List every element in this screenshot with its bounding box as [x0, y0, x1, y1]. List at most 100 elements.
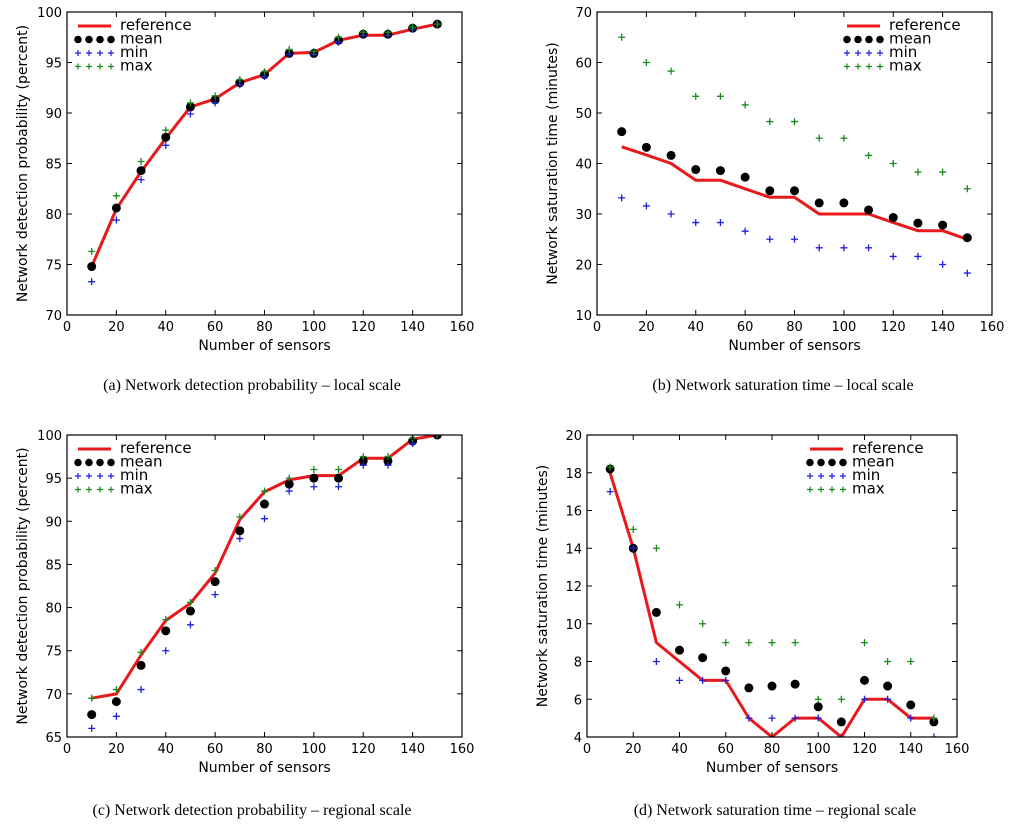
data-point-max [667, 67, 675, 75]
x-tick-label: 120 [351, 742, 376, 757]
data-point-mean [883, 681, 893, 691]
data-point-max [162, 126, 170, 134]
y-tick-label: 40 [575, 158, 592, 173]
data-point-mean [836, 717, 846, 727]
data-point-mean [136, 660, 146, 670]
y-axis-label: Network saturation time (minutes) [545, 42, 561, 284]
x-tick-label: 0 [63, 742, 71, 757]
x-tick-label: 60 [207, 742, 224, 757]
x-tick-label: 20 [108, 320, 125, 335]
legend-label-max: max [120, 480, 153, 498]
legend-swatch-mean [74, 458, 82, 467]
y-axis-label: Network saturation time (minutes) [535, 465, 551, 707]
data-point-mean [87, 262, 97, 272]
y-axis-label: Network detection probability (percent) [15, 447, 31, 724]
y-tick-label: 10 [575, 309, 592, 324]
x-tick-label: 60 [717, 742, 734, 757]
data-point-min [840, 244, 848, 252]
legend-swatch-mean [865, 35, 873, 44]
y-tick-label: 95 [45, 472, 62, 487]
data-point-mean [767, 681, 777, 691]
legend-swatch-max [855, 63, 861, 70]
legend-swatch-min [97, 50, 103, 56]
legend-label-mean: mean [120, 453, 163, 471]
data-point-max [642, 59, 650, 66]
legend-label-reference: reference [852, 439, 924, 457]
x-axis-label: Number of sensors [198, 338, 330, 354]
legend-label-mean: mean [120, 30, 163, 48]
data-point-mean [651, 607, 661, 617]
data-point-max [433, 20, 441, 28]
legend-swatch-mean [806, 458, 814, 467]
data-point-mean [260, 499, 269, 509]
data-point-mean [185, 102, 195, 112]
legend-swatch-mean [828, 458, 836, 467]
data-point-mean [641, 142, 651, 152]
data-point-max [791, 639, 799, 647]
data-point-max [884, 658, 892, 665]
data-point-min [884, 695, 892, 703]
y-tick-label: 16 [565, 505, 582, 520]
data-point-min [791, 235, 798, 243]
y-axis-label: Network detection probability (percent) [15, 25, 31, 302]
y-tick-label: 18 [565, 467, 582, 482]
legend-swatch-max [840, 486, 846, 493]
data-point-max [211, 566, 219, 574]
data-point-min [766, 235, 774, 243]
legend-swatch-min [75, 473, 81, 479]
y-tick-label: 85 [45, 558, 62, 573]
legend-swatch-min [97, 473, 103, 479]
data-point-min [814, 714, 822, 722]
legend-swatch-max [75, 486, 81, 493]
x-tick-label: 120 [881, 320, 906, 335]
chart-panel-2: 0 20 40 60 80 100 120 140 160 65 70 75 80 85 90 95 100 Nu… [15, 429, 474, 819]
data-point-max [768, 639, 776, 647]
data-point-max [162, 616, 170, 624]
legend-swatch-max [108, 486, 114, 493]
legend-label-min: min [889, 43, 917, 61]
x-tick-label: 100 [301, 320, 326, 335]
legend-label-reference: reference [889, 16, 961, 34]
legend-swatch-mean [96, 35, 104, 44]
x-tick-label: 20 [625, 742, 642, 757]
legend-swatch-min [840, 473, 846, 479]
plot-area [87, 435, 442, 732]
data-point-min [939, 261, 947, 268]
legend-swatch-max [86, 486, 92, 493]
data-point-min [384, 461, 392, 469]
data-point-max [716, 92, 724, 100]
data-point-mean [860, 675, 869, 685]
data-point-min [335, 483, 343, 491]
x-tick-label: 40 [671, 742, 688, 757]
legend-label-reference: reference [120, 439, 192, 457]
legend-label-max: max [889, 57, 922, 75]
legend-swatch-mean [85, 35, 93, 44]
data-point-max [285, 474, 293, 482]
data-point-max [384, 28, 392, 36]
legend-swatch-min [855, 50, 861, 56]
legend-swatch-mean [839, 458, 847, 467]
y-tick-label: 80 [45, 602, 62, 617]
data-point-max [112, 192, 120, 200]
legend-swatch-min [75, 50, 81, 56]
data-point-max [815, 134, 823, 142]
x-tick-label: 60 [207, 320, 224, 335]
chart-panel-3: 0 20 40 60 80 100 120 140 160 4 6 8 10 12 14 16 18 20 Numb… [535, 429, 969, 819]
data-point-mean [740, 172, 750, 182]
series-line-reference [608, 472, 934, 737]
legend-label-mean: mean [889, 30, 932, 48]
data-point-mean [715, 166, 725, 176]
y-tick-label: 70 [45, 688, 62, 703]
data-point-mean [210, 577, 220, 587]
data-point-min [676, 676, 683, 684]
data-point-mean [765, 186, 775, 196]
data-point-max [741, 101, 749, 109]
x-axis-label: Number of sensors [198, 760, 330, 776]
legend-swatch-min [86, 473, 92, 479]
data-point-max [699, 620, 707, 628]
legend-label-min: min [120, 466, 148, 484]
data-point-mean [913, 218, 923, 228]
x-tick-label: 100 [301, 742, 326, 757]
data-point-max [112, 686, 120, 694]
